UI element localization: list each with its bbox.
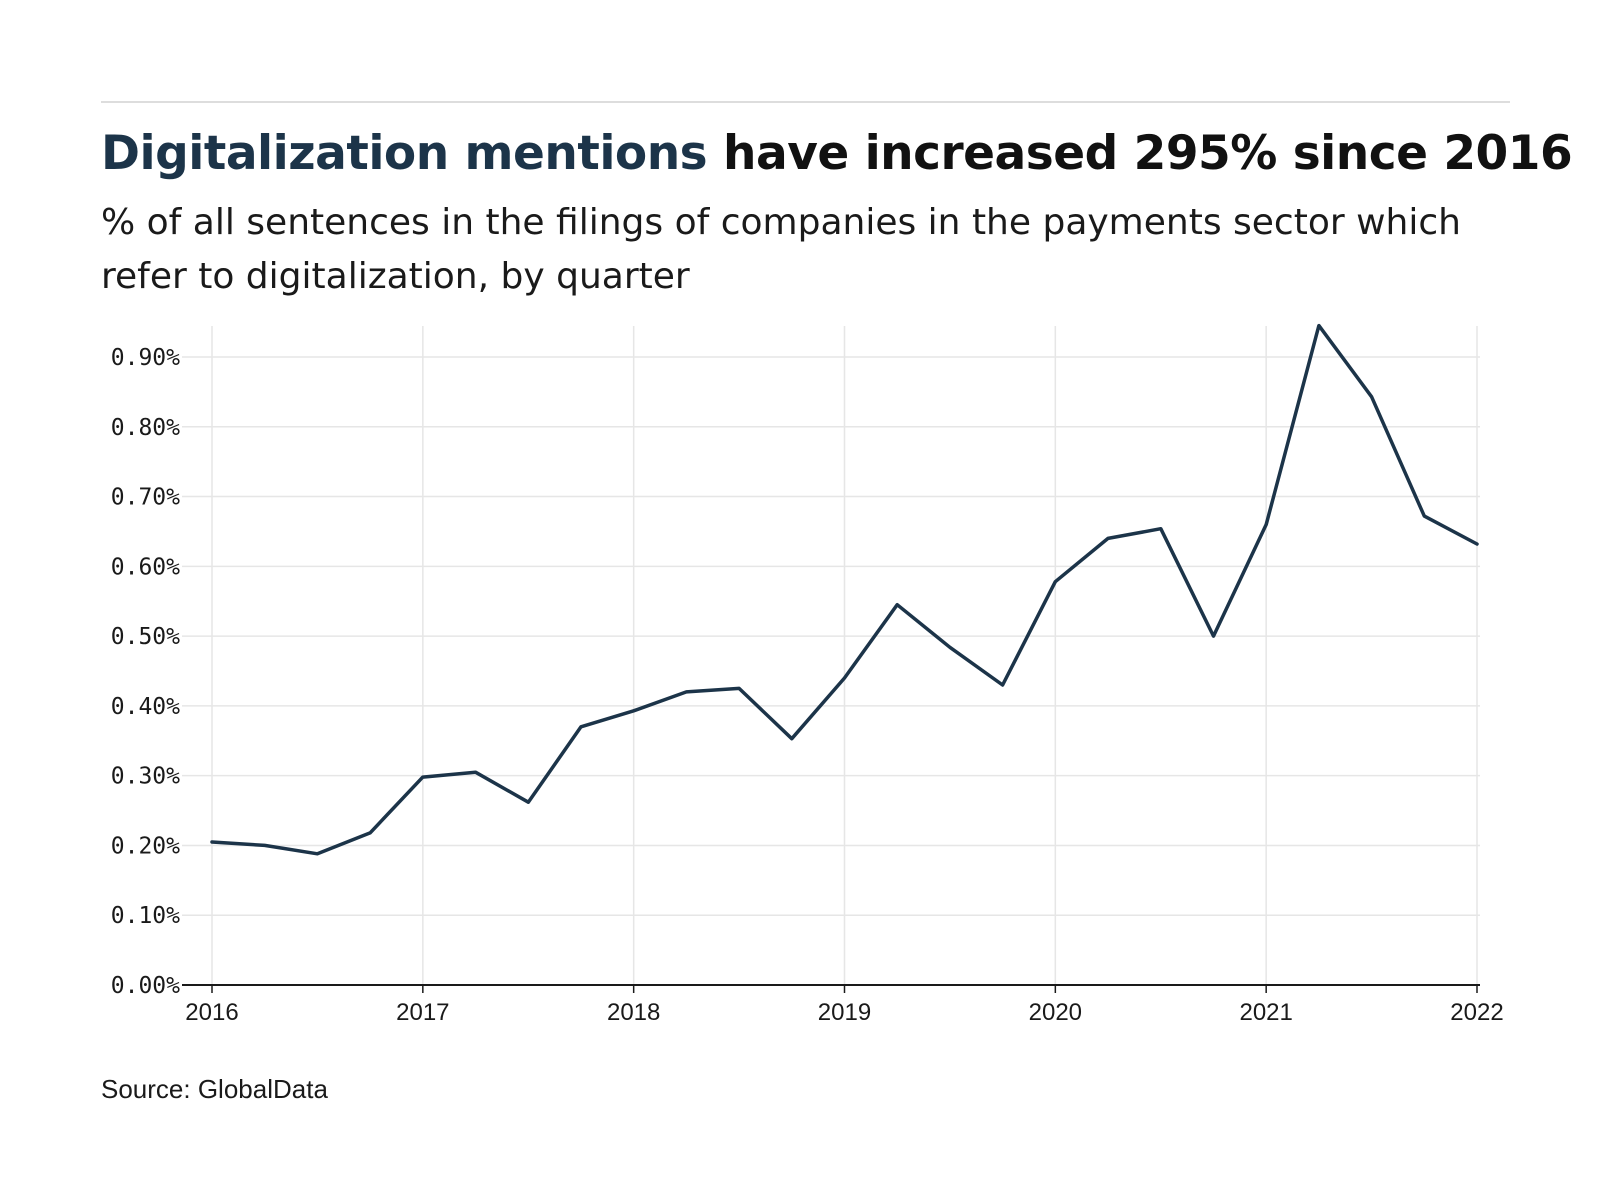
data-point [1001,683,1005,687]
data-point [579,725,583,729]
chart-title-rest: have increased 295% since 2016 [707,126,1573,181]
data-point [948,645,952,649]
y-tick-label: 0.60% [111,554,180,580]
data-point [474,770,478,774]
y-tick-label: 0.90% [111,345,180,371]
series-line [210,323,1479,856]
data-point [1475,542,1479,546]
data-point [895,603,899,607]
y-tick-label: 0.30% [111,764,180,790]
data-point [1422,514,1426,518]
y-tick-label: 0.00% [111,973,180,999]
chart-title: Digitalization mentions have increased 2… [101,124,1573,184]
x-tick-label: 2020 [1029,999,1082,1026]
data-point [1264,522,1268,526]
data-point [737,686,741,690]
data-point [315,852,319,856]
data-point [1211,634,1215,638]
x-tick-label: 2021 [1239,999,1292,1026]
data-point [684,690,688,694]
data-point [790,737,794,741]
data-point [1317,324,1321,328]
data-point [526,800,530,804]
x-tick-label: 2016 [185,999,238,1026]
y-tick-label: 0.70% [111,485,180,511]
y-tick-label: 0.10% [111,903,180,929]
data-point [843,676,847,680]
chart-subtitle: % of all sentences in the filings of com… [101,202,1461,297]
x-tick-label: 2017 [396,999,449,1026]
y-tick-label: 0.40% [111,694,180,720]
y-tick-label: 0.80% [111,415,180,441]
data-point [263,843,267,847]
x-tick-label: 2022 [1450,999,1503,1026]
data-point [421,775,425,779]
top-rule [101,101,1510,103]
chart-title-accent: Digitalization mentions [101,126,708,181]
data-point [210,840,214,844]
data-point [1106,536,1110,540]
data-point [1159,527,1163,531]
x-tick-label: 2018 [607,999,660,1026]
data-point [1053,580,1057,584]
data-point [1370,395,1374,399]
data-point [632,709,636,713]
data-point [368,831,372,835]
x-tick-label: 2019 [818,999,871,1026]
source-note: Source: GlobalData [101,1074,328,1104]
y-tick-label: 0.50% [111,624,180,650]
y-tick-label: 0.20% [111,833,180,859]
